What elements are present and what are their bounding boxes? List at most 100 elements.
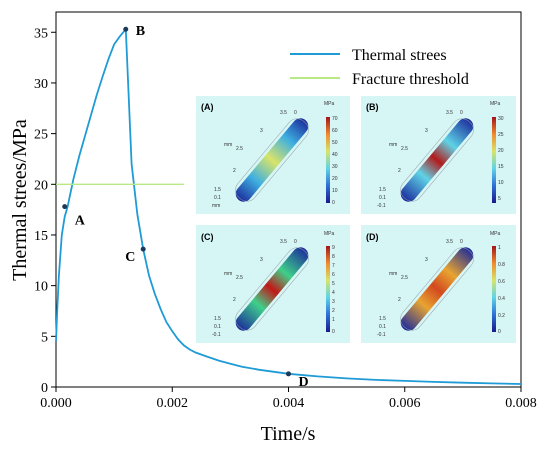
cbar-a-6: 10 [332, 188, 338, 194]
unit-c: MPa [324, 231, 335, 237]
unit-d: MPa [490, 231, 501, 237]
y-tick-label-6: 30 [34, 77, 48, 92]
inset-a-tick-8: mm [212, 203, 220, 209]
point-label-b: B [136, 24, 145, 39]
inset-d-tick-0: 3.5 [446, 239, 453, 245]
inset-d-tick-7: 0.1 [379, 324, 386, 330]
x-tick-label-3: 0.006 [389, 396, 421, 411]
cbar-d-3: 0.4 [498, 296, 505, 302]
point-label-c: C [125, 250, 135, 265]
colorbar-c [326, 246, 330, 332]
cbar-c-7: 2 [332, 308, 335, 314]
y-tick-label-0: 0 [41, 381, 48, 396]
point-label-d: D [299, 375, 309, 390]
cbar-c-3: 6 [332, 272, 335, 278]
rod-d [400, 247, 474, 331]
inset-c-tick-6: 1.5 [214, 316, 221, 322]
inset-a-tick-3: 2.5 [236, 146, 243, 152]
cbar-c-1: 8 [332, 254, 335, 260]
inset-c-tick-7: 0.1 [214, 324, 221, 330]
cbar-b-1: 25 [498, 132, 504, 138]
y-tick-label-7: 35 [34, 26, 48, 41]
cbar-c-9: 0 [332, 329, 335, 335]
inset-a-tick-2: 3 [260, 128, 263, 134]
cbar-d-2: 0.6 [498, 279, 505, 285]
inset-d-tick-8: -0.1 [377, 332, 386, 338]
cbar-d-5: 0 [498, 329, 501, 335]
series-layer [55, 26, 522, 385]
legend: Thermal strees Fracture threshold [290, 47, 469, 88]
cbar-c-8: 1 [332, 317, 335, 323]
inset-a-tick-0: 3.5 [280, 110, 287, 116]
cbar-a-1: 60 [332, 128, 338, 134]
cbar-b-0: 30 [498, 116, 504, 122]
cbar-a-7: 0 [332, 200, 335, 206]
inset-b-tick-4: mm [389, 142, 397, 148]
point-marker-c [140, 246, 146, 252]
inset-c-tick-1: 0 [294, 239, 297, 245]
inset-a-tick-6: 1.5 [214, 187, 221, 193]
legend-label-thermal-strees: Thermal strees [352, 47, 447, 64]
inset-d-tick-4: mm [389, 271, 397, 277]
cbar-d-4: 0.2 [498, 313, 505, 319]
inset-b-tick-3: 2.5 [401, 146, 408, 152]
y-tick-label-5: 25 [34, 128, 48, 143]
cbar-a-4: 30 [332, 164, 338, 170]
inset-b-tick-0: 3.5 [446, 110, 453, 116]
cbar-b-2: 20 [498, 148, 504, 154]
y-tick-label-1: 5 [41, 330, 48, 345]
series-line-thermal-strees [55, 26, 522, 385]
inset-c-tick-4: mm [224, 271, 232, 277]
inset-panel-b: (B) MPa 30 25 20 15 10 5 3.5 0 3 2.5 mm … [361, 96, 516, 214]
inset-panel-c: (C) MPa 9 8 7 6 5 4 3 2 1 0 3.5 0 3 2.5 … [196, 225, 350, 343]
x-tick-label-0: 0.000 [40, 396, 72, 411]
points-layer: A B C D [62, 24, 309, 390]
rod-a [235, 118, 309, 202]
inset-c-tick-8: -0.1 [212, 332, 221, 338]
point-label-a: A [75, 214, 86, 229]
inset-b-tick-6: 1.5 [379, 187, 386, 193]
point-marker-a [62, 204, 68, 210]
inset-c-tick-5: 2 [233, 297, 236, 303]
unit-b: MPa [490, 101, 501, 107]
cbar-c-0: 9 [332, 245, 335, 251]
inset-d-tick-3: 2.5 [401, 275, 408, 281]
inset-label-c: (C) [201, 232, 214, 242]
y-axis-title: Thermal strees/MPa [9, 119, 31, 281]
y-tick-label-2: 10 [34, 280, 48, 295]
cbar-a-3: 40 [332, 152, 338, 158]
inset-b-tick-2: 3 [425, 128, 428, 134]
cbar-a-2: 50 [332, 140, 338, 146]
inset-b-tick-8: -0.1 [377, 203, 386, 209]
inset-c-tick-2: 3 [260, 257, 263, 263]
colorbar-b [492, 117, 496, 203]
inset-label-a: (A) [201, 102, 214, 112]
inset-c-tick-0: 3.5 [280, 239, 287, 245]
inset-label-b: (B) [366, 102, 379, 112]
cbar-c-4: 5 [332, 281, 335, 287]
inset-panel-a: (A) MPa 70 60 50 40 30 20 10 0 3.5 0 3 2… [196, 96, 350, 214]
x-axis-title: Time/s [261, 423, 316, 445]
y-tick-label-4: 20 [34, 178, 48, 193]
cbar-b-3: 15 [498, 164, 504, 170]
legend-label-fracture-threshold: Fracture threshold [352, 71, 469, 88]
inset-b-tick-7: 0.1 [379, 195, 386, 201]
colorbar-a [326, 117, 330, 203]
inset-a-tick-4: mm [224, 142, 232, 148]
inset-d-tick-6: 1.5 [379, 316, 386, 322]
x-tick-label-2: 0.004 [273, 396, 305, 411]
inset-d-tick-2: 3 [425, 257, 428, 263]
unit-a: MPa [324, 101, 335, 107]
point-marker-d [286, 371, 291, 377]
inset-a-tick-5: 2 [233, 168, 236, 174]
inset-panels: (A) MPa 70 60 50 40 30 20 10 0 3.5 0 3 2… [196, 96, 516, 343]
cbar-b-5: 5 [498, 196, 501, 202]
inset-c-tick-3: 2.5 [236, 275, 243, 281]
x-tick-label-4: 0.008 [505, 396, 537, 411]
point-marker-b [123, 26, 129, 32]
cbar-d-1: 0.8 [498, 262, 505, 268]
rod-b [400, 118, 474, 202]
cbar-a-5: 20 [332, 176, 338, 182]
